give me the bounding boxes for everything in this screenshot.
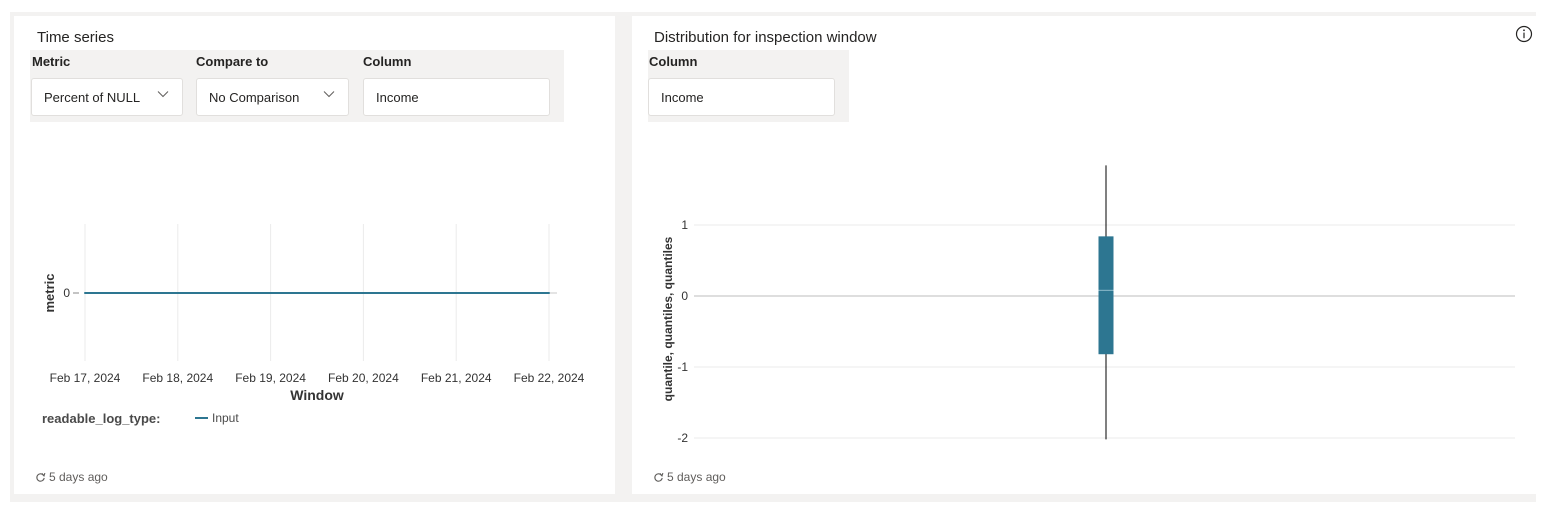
filter-bar: Column Income (648, 50, 849, 122)
column-input[interactable]: Income (363, 78, 550, 116)
y-tick-label: 0 (63, 286, 70, 300)
y-axis-title: quantile, quantiles, quantiles (661, 236, 675, 401)
x-tick-label: Feb 18, 2024 (142, 371, 213, 385)
x-tick-label: Feb 21, 2024 (421, 371, 492, 385)
data-point (455, 292, 458, 294)
column-input-value: Income (661, 89, 704, 105)
y-axis-title: metric (42, 273, 57, 312)
card-title: Distribution for inspection window (654, 29, 877, 46)
y-tick-label: 0 (681, 289, 688, 303)
data-point (269, 292, 272, 294)
box-iqr (1098, 236, 1114, 355)
distribution-chart: 1 0 -1 -2 quantile, quantiles, quantiles (661, 165, 1515, 445)
x-tick-label: Feb 17, 2024 (50, 371, 121, 385)
chevron-down-icon (157, 91, 169, 98)
compare-to-label: Compare to (196, 54, 269, 69)
x-tick-label: Feb 19, 2024 (235, 371, 306, 385)
metric-dropdown-value: Percent of NULL (44, 89, 141, 105)
data-point (176, 292, 179, 294)
data-point (84, 292, 86, 294)
y-tick-label: -2 (677, 431, 688, 445)
compare-to-dropdown-value: No Comparison (209, 89, 300, 105)
card-title: Time series (37, 29, 114, 46)
filter-bar: Metric Compare to Column Percent of NULL… (30, 50, 564, 122)
x-tick-label: Feb 20, 2024 (328, 371, 399, 385)
chevron-down-icon (323, 91, 335, 98)
refresh-status: 5 days ago (35, 470, 108, 484)
distribution-card: Distribution for inspection window Colum… (632, 16, 1536, 494)
column-input-value: Income (376, 89, 419, 105)
y-tick-label: -1 (677, 360, 688, 374)
legend-item-label: Input (212, 411, 239, 425)
time-series-chart: Feb 17, 2024 Feb 18, 2024 Feb 19, 2024 Feb … (42, 224, 585, 426)
refresh-status-text: 5 days ago (49, 470, 108, 484)
legend-title: readable_log_type: (42, 411, 161, 426)
x-axis-title: Window (290, 387, 344, 403)
column-label: Column (363, 54, 412, 69)
refresh-status: 5 days ago (653, 470, 726, 484)
metric-dropdown[interactable]: Percent of NULL (31, 78, 183, 116)
data-point (362, 292, 365, 294)
refresh-icon (36, 472, 46, 482)
refresh-status-text: 5 days ago (667, 470, 726, 484)
compare-to-dropdown[interactable]: No Comparison (196, 78, 349, 116)
data-point (548, 292, 550, 294)
info-icon[interactable] (1515, 25, 1533, 43)
y-tick-label: 1 (681, 218, 688, 232)
metric-label: Metric (32, 54, 71, 69)
time-series-card: Time series Metric Compare to Column Per… (14, 16, 615, 494)
column-label: Column (649, 54, 698, 69)
column-input[interactable]: Income (648, 78, 835, 116)
x-tick-label: Feb 22, 2024 (514, 371, 585, 385)
refresh-icon (654, 472, 664, 482)
